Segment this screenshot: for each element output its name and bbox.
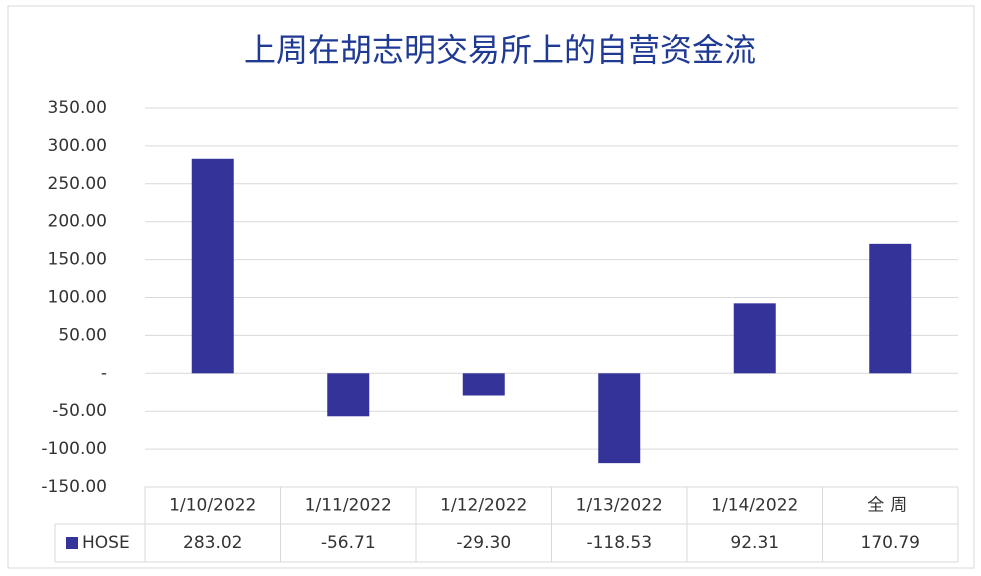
legend-label: HOSE [82,533,130,553]
y-tick-label: - [101,363,107,383]
y-tick-label: 50.00 [58,325,107,345]
y-tick-label: 250.00 [48,174,107,194]
bar [462,373,505,396]
table-value: 283.02 [183,533,242,553]
table-value: 92.31 [730,533,779,553]
y-tick-label: 300.00 [48,136,107,156]
chart-frame [7,5,975,569]
x-tick-label: 全周 [867,496,913,516]
table-value: -118.53 [586,533,652,553]
table-value: 170.79 [861,533,920,553]
bar [598,373,641,464]
y-tick-label: -100.00 [41,439,107,459]
y-tick-label: 350.00 [48,98,107,118]
x-tick-label: 1/12/2022 [440,496,527,516]
chart-title: 上周在胡志明交易所上的自营资金流 [244,31,756,69]
y-tick-label: 200.00 [48,212,107,232]
bar [733,303,776,374]
bar [191,158,234,374]
y-tick-label: -50.00 [52,401,107,421]
bar [327,373,370,417]
y-tick-label: 100.00 [48,288,107,308]
y-tick-label: 150.00 [48,250,107,270]
x-tick-label: 1/11/2022 [305,496,392,516]
bar [869,243,912,374]
x-tick-label: 1/14/2022 [711,496,798,516]
y-tick-label: -150.00 [41,477,107,497]
table-value: -29.30 [456,533,511,553]
x-tick-label: 1/13/2022 [576,496,663,516]
x-tick-label: 1/10/2022 [169,496,256,516]
table-value: -56.71 [321,533,376,553]
legend-swatch [66,537,78,549]
